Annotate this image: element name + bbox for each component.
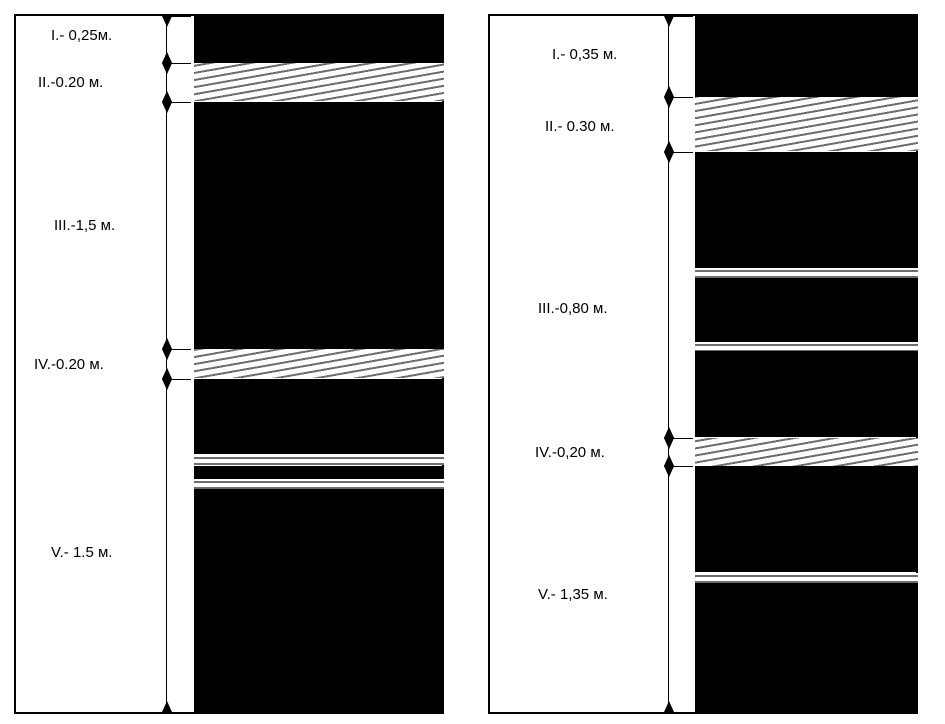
layer-IIIc	[695, 351, 918, 437]
dim-arrow	[162, 349, 172, 360]
layer-h1	[695, 268, 918, 278]
dim-arrow	[162, 368, 172, 379]
dim-arrow	[162, 52, 172, 63]
panel-right: I.- 0,35 м. II.- 0.30 м. III.-0,80 м. IV.-0…	[488, 14, 918, 714]
layer-IIIa	[194, 102, 444, 350]
dim-arrow	[664, 701, 674, 712]
layer-s2	[194, 479, 444, 489]
dim-arrow	[664, 427, 674, 438]
layer-Va	[194, 379, 444, 455]
layer-II	[194, 63, 444, 101]
dim-label: III.-1,5 м.	[54, 217, 115, 234]
dim-tick	[163, 712, 191, 713]
dim-arrow	[664, 455, 674, 466]
dim-arrow	[162, 91, 172, 102]
strat-column	[695, 16, 918, 712]
dim-label: IV.-0.20 м.	[34, 356, 104, 373]
layer-h3	[695, 573, 918, 583]
panel-left: I.- 0,25м. II.-0.20 м. III.-1,5 м. IV.-0.20…	[14, 14, 444, 714]
dim-arrow	[664, 97, 674, 108]
dim-tick	[665, 712, 693, 713]
layer-Va	[695, 466, 918, 572]
dim-arrow	[664, 438, 674, 449]
dim-arrow	[162, 102, 172, 113]
strat-column	[194, 16, 444, 712]
dim-arrow	[162, 16, 172, 27]
dim-label: I.- 0,25м.	[51, 27, 112, 44]
layer-Vb	[695, 583, 918, 712]
layer-s1	[194, 454, 444, 465]
dim-label: III.-0,80 м.	[538, 300, 608, 317]
dim-arrow	[162, 379, 172, 390]
layer-IV	[695, 438, 918, 467]
dim-label: II.- 0.30 м.	[545, 118, 615, 135]
dim-arrow	[162, 338, 172, 349]
dim-label: IV.-0,20 м.	[535, 444, 605, 461]
dim-label: V.- 1,35 м.	[538, 586, 608, 603]
page: I.- 0,25м. II.-0.20 м. III.-1,5 м. IV.-0.20…	[0, 0, 945, 724]
layer-I	[194, 16, 444, 63]
dim-arrow	[162, 701, 172, 712]
layer-II	[695, 97, 918, 151]
dim-arrow	[664, 86, 674, 97]
dim-arrow	[664, 141, 674, 152]
dim-arrow	[664, 466, 674, 477]
dim-axis	[668, 16, 669, 712]
layer-IIIb	[695, 278, 918, 342]
layer-Vc	[194, 489, 444, 712]
dim-label: V.- 1.5 м.	[51, 544, 112, 561]
dim-axis	[166, 16, 167, 712]
dim-arrow	[162, 63, 172, 74]
layer-Vb	[194, 466, 444, 479]
layer-I	[695, 16, 918, 97]
dim-label: II.-0.20 м.	[38, 74, 103, 91]
dim-label: I.- 0,35 м.	[552, 46, 617, 63]
layer-IIIa	[695, 152, 918, 268]
layer-IV	[194, 349, 444, 378]
dim-arrow	[664, 152, 674, 163]
dim-arrow	[664, 16, 674, 27]
